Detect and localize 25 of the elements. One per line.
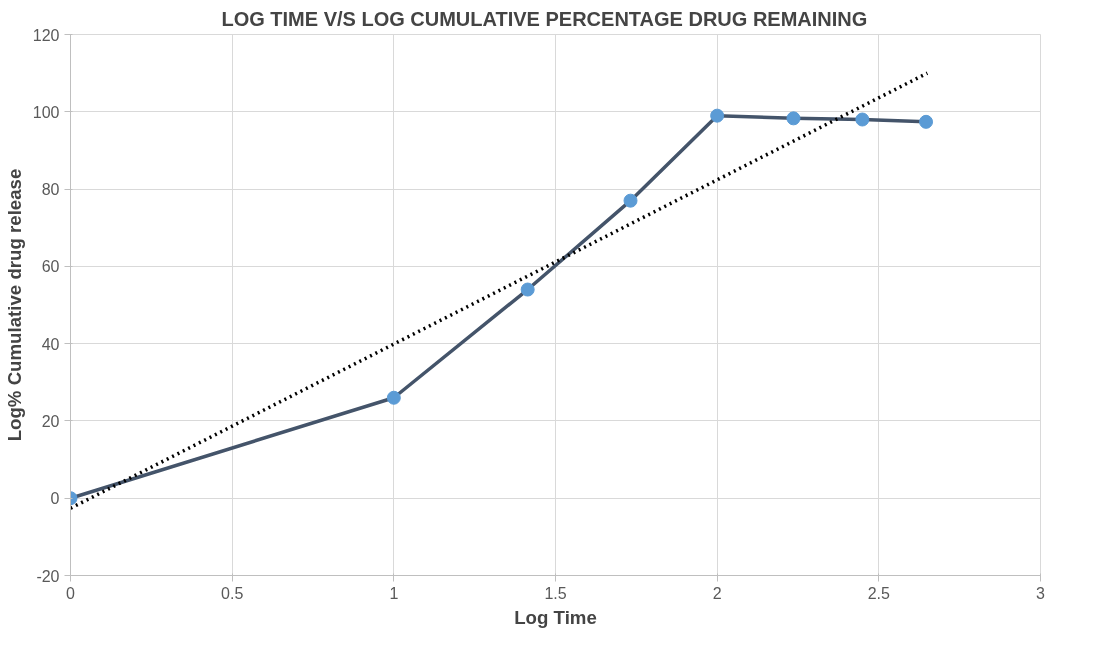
x-tick-label: 0.5	[221, 584, 244, 602]
point	[786, 111, 801, 126]
point	[710, 108, 725, 123]
x-tick-label: 1	[389, 584, 399, 602]
y-tick-label: 0	[50, 490, 60, 508]
y-tick-label: 100	[32, 103, 60, 121]
x-tick-label: 2.5	[867, 584, 891, 602]
point	[520, 282, 535, 297]
point	[386, 390, 401, 405]
x-tick-label: 2	[712, 584, 722, 602]
y-tick-label: -20	[36, 567, 60, 585]
x-tick-label: 3	[1036, 584, 1046, 602]
y-tick-label: 80	[41, 181, 60, 199]
y-tick-label: 120	[32, 26, 60, 44]
chart-title: LOG TIME V/S LOG CUMULATIVE PERCENTAGE DRUG REMAINING	[221, 7, 868, 30]
y-tick-label: 60	[41, 258, 60, 276]
point	[623, 193, 638, 208]
point	[919, 114, 934, 129]
y-axis-title: Log% Cumulative drug release	[3, 168, 25, 442]
point	[855, 112, 870, 127]
y-tick-label: 20	[41, 412, 60, 430]
x-axis-title: Log Time	[514, 606, 597, 628]
x-tick-label: 1.5	[544, 584, 567, 602]
x-tick-label: 0	[66, 584, 76, 602]
y-tick-label: 40	[41, 335, 60, 353]
